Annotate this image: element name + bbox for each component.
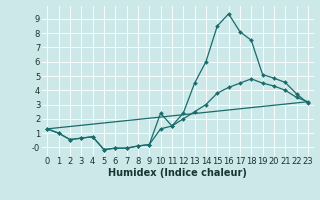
X-axis label: Humidex (Indice chaleur): Humidex (Indice chaleur) <box>108 168 247 178</box>
